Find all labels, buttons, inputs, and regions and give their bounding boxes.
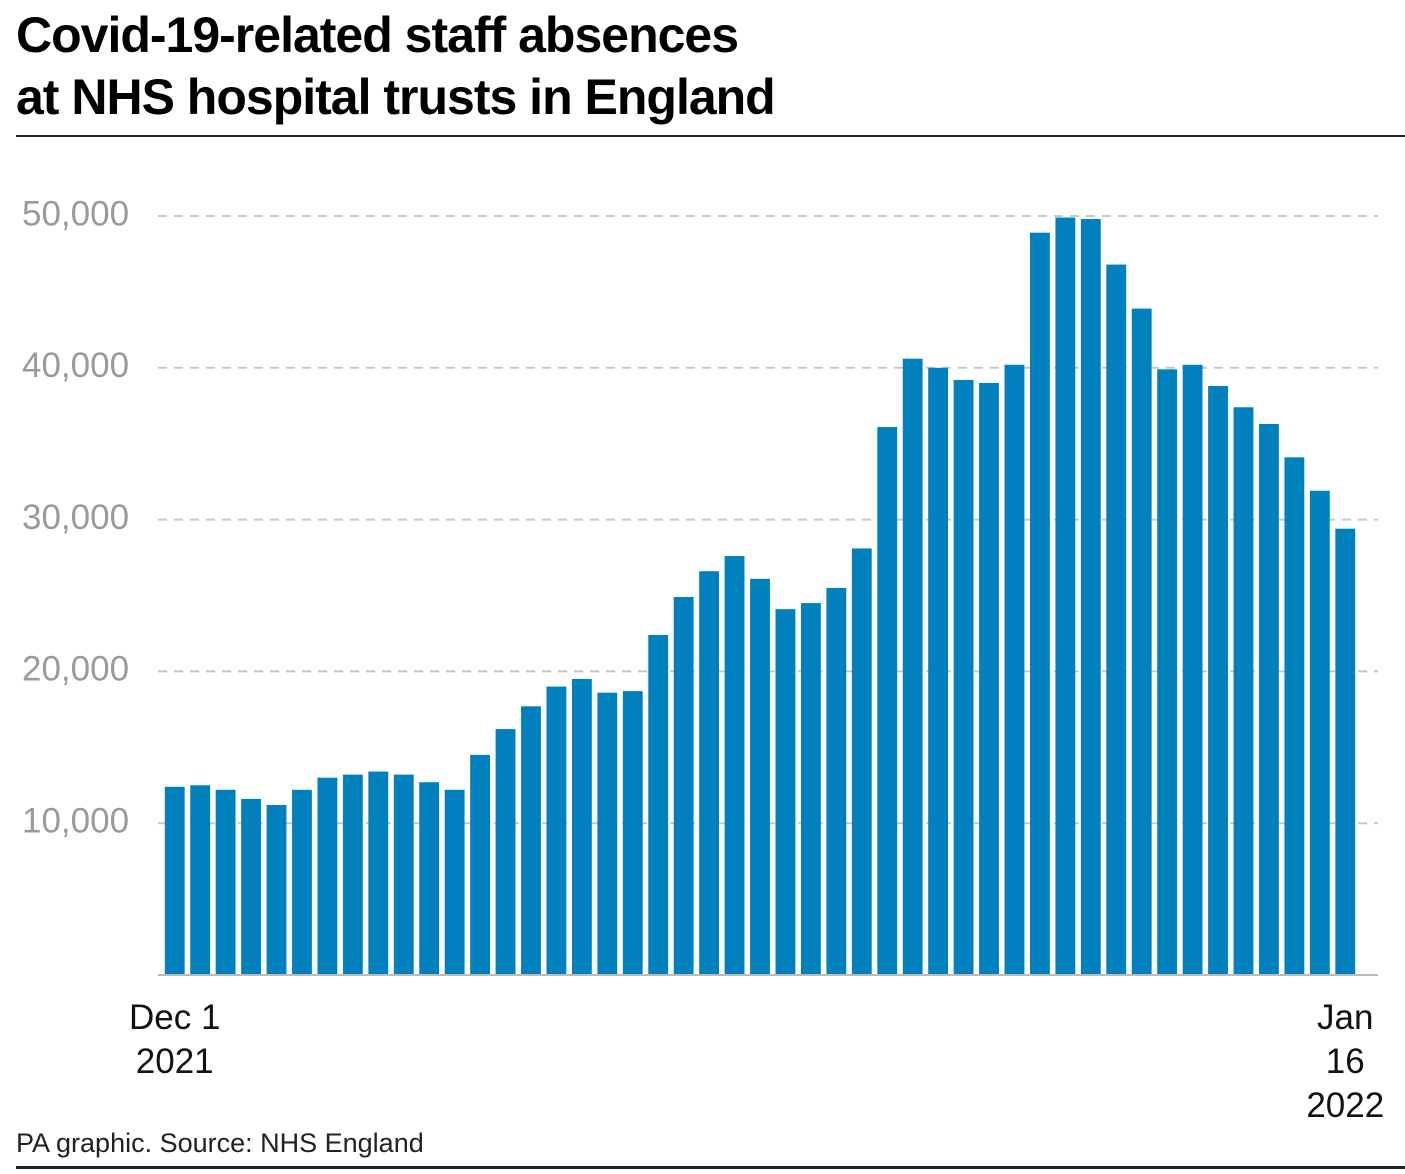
bar [699,571,720,975]
bar [470,754,491,975]
y-tick-label: 10,000 [22,801,129,840]
y-tick-label: 50,000 [22,194,129,233]
bar [724,556,745,975]
bar [622,691,643,975]
bar [979,382,999,976]
bar [368,771,389,975]
bar [826,587,847,975]
bar [673,597,694,975]
bar [877,427,898,975]
title-rule [16,135,1405,137]
bar [648,634,669,975]
bar [597,692,618,975]
bar [1233,407,1254,975]
bar [292,789,312,975]
bar [241,798,261,975]
bar [902,358,923,975]
bar [342,774,363,975]
bar [266,804,287,975]
bar [215,789,236,975]
bar [851,548,872,975]
bar [775,609,796,975]
bar [1029,232,1050,975]
bar [1259,423,1279,975]
bar [1284,457,1305,975]
bar [1208,386,1228,975]
bar [1157,369,1178,975]
bar [800,603,821,975]
x-tick-label: Jan 16 2022 [1306,998,1385,1125]
bar [190,785,211,975]
bar [1131,308,1152,975]
bar [419,782,440,975]
bar [953,379,974,976]
bar [1309,490,1330,975]
bar [495,729,516,975]
bar [1055,217,1076,975]
bar [928,367,949,975]
bar [571,678,592,975]
bar [444,789,465,975]
bar [1106,264,1127,975]
chart-title: Covid-19-related staff absences at NHS h… [16,7,776,125]
bar [164,786,185,975]
bar [546,686,567,975]
footer-rule [16,1166,1405,1169]
y-tick-label: 40,000 [22,346,129,385]
bar [750,578,770,975]
bar [317,777,338,975]
bar [1004,364,1025,975]
bar [521,706,541,975]
bar [1335,528,1356,975]
source: PA graphic. Source: NHS England [16,1128,424,1158]
bar [393,774,414,975]
x-tick-label: Dec 1 2021 [129,998,221,1081]
bar [1182,364,1203,975]
y-tick-label: 20,000 [22,650,129,689]
y-tick-label: 30,000 [22,498,129,537]
bar [1080,219,1101,975]
